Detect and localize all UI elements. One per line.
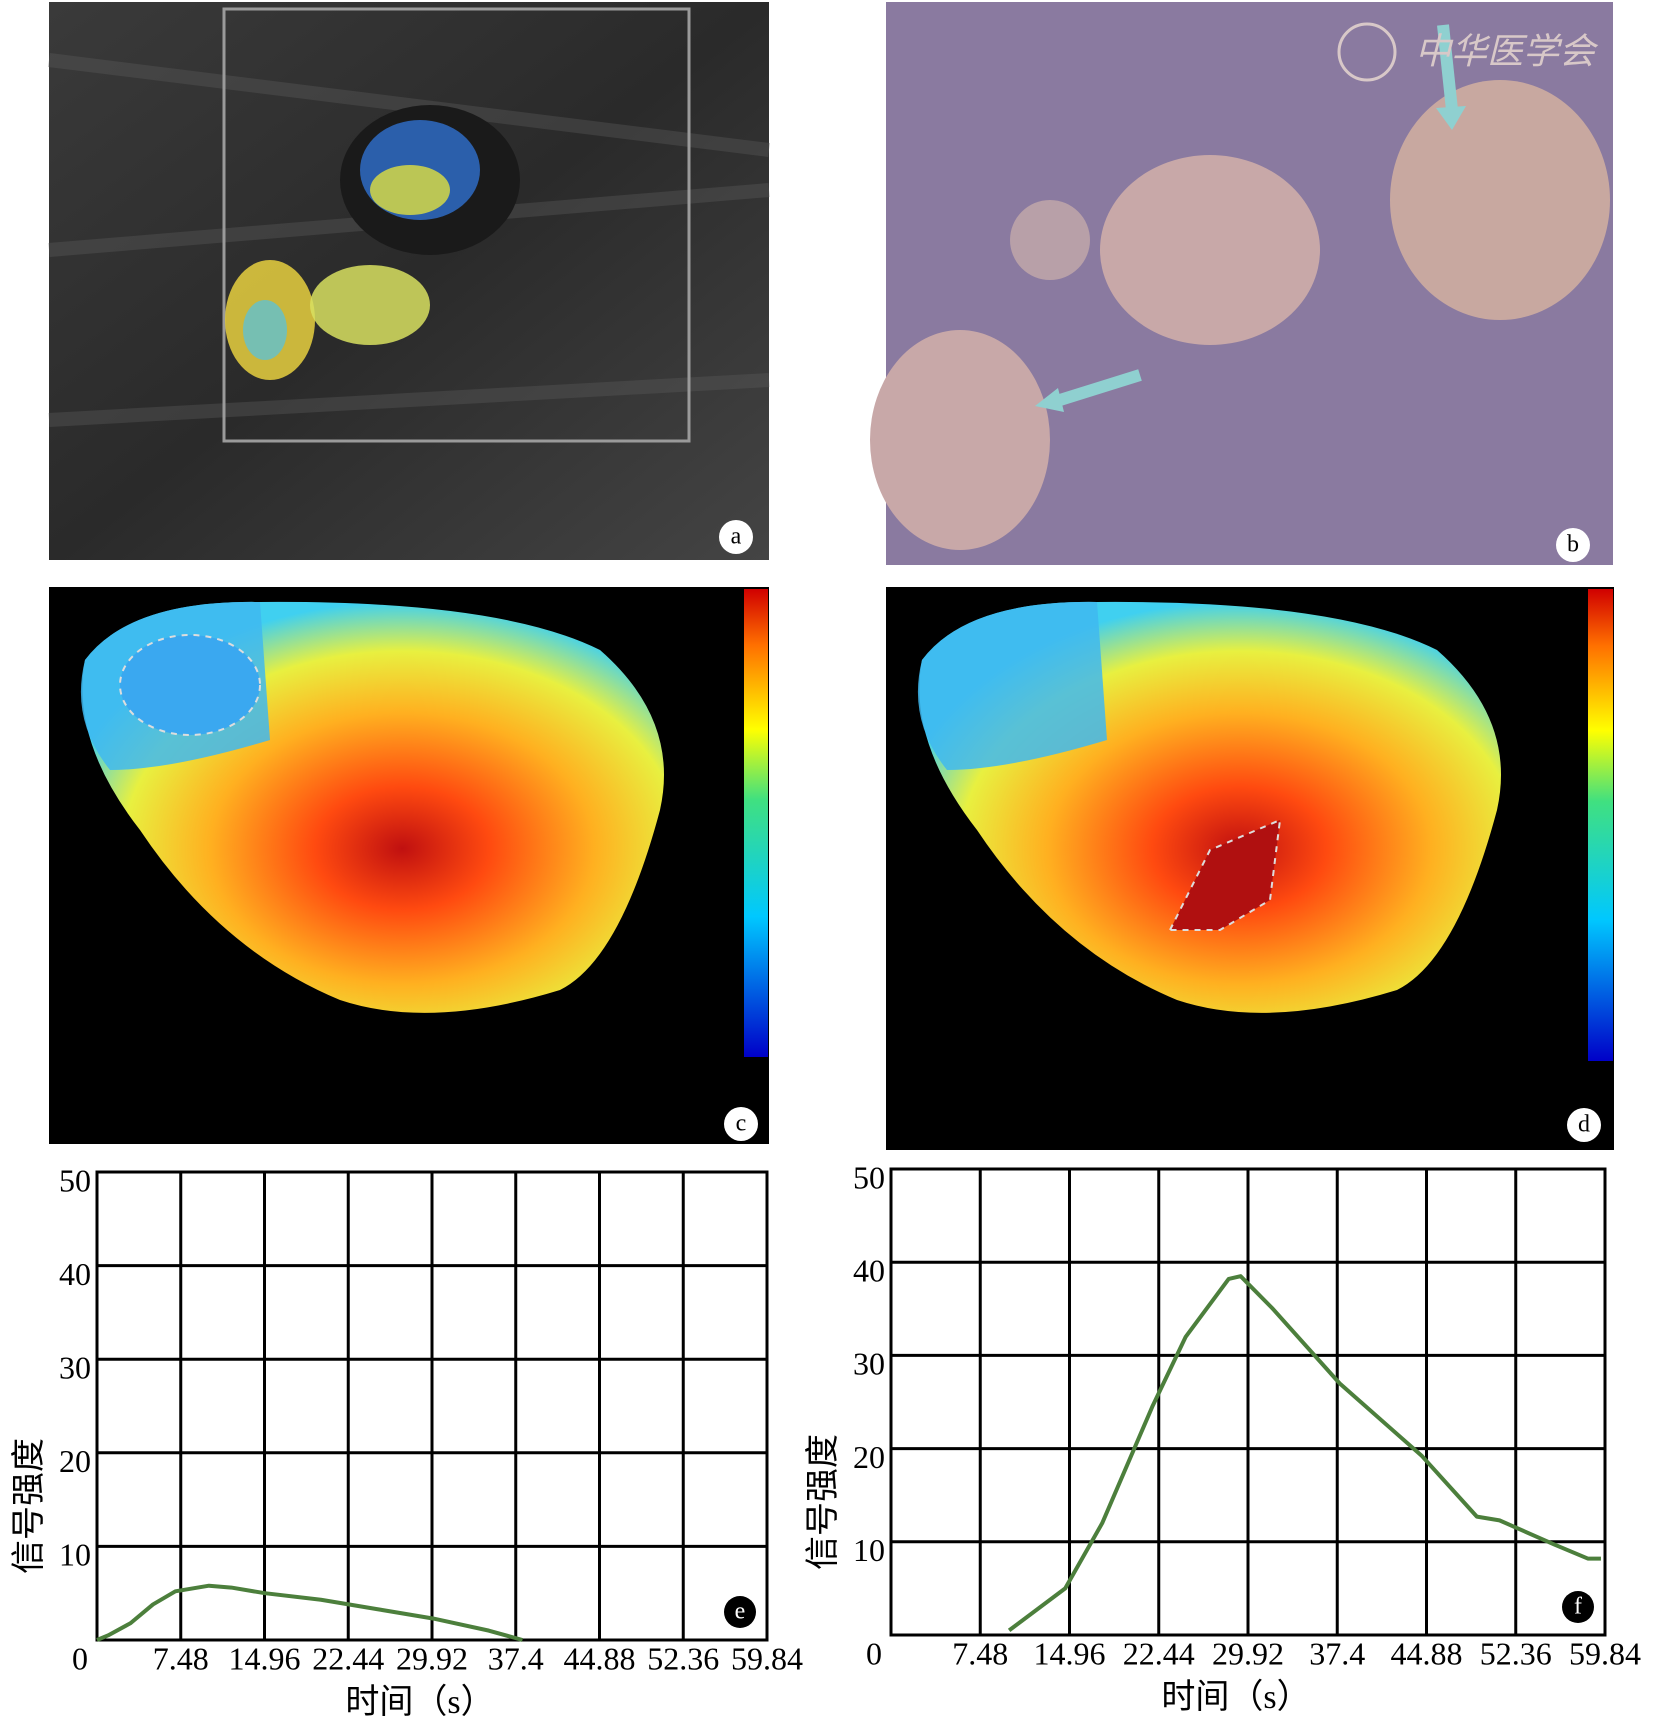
y-tick-label: 30 [853,1346,885,1382]
x-tick-label: 22.44 [312,1640,384,1676]
watermark: 中华医学会 [1415,31,1599,71]
y-axis-title: 信号强度 [804,1434,842,1570]
panel-label-badge [1556,528,1590,562]
x-tick-label: 14.96 [229,1640,301,1676]
x-tick-label: 7.48 [952,1635,1008,1671]
x-tick-label: 29.92 [396,1640,468,1676]
x-tick-label: 0 [72,1640,88,1676]
data-line [1007,1274,1601,1632]
x-tick-label: 22.44 [1123,1635,1195,1671]
y-tick-label: 10 [853,1532,885,1568]
x-tick-label: 52.36 [1480,1635,1552,1671]
y-tick-label: 40 [853,1253,885,1289]
y-tick-label: 20 [853,1439,885,1475]
panel-label: b [1567,532,1579,558]
x-axis-title: 时间（s） [1161,1678,1310,1716]
x-tick-label: 7.48 [153,1640,209,1676]
panel-label-badge [1567,1108,1601,1142]
y-tick-label: 20 [59,1443,91,1479]
x-tick-label: 59.84 [1569,1635,1641,1671]
panel-label-badge [724,1107,758,1141]
panel-label: c [736,1111,747,1137]
x-tick-label: 44.88 [1391,1635,1463,1671]
panel-label: a [731,524,742,550]
x-tick-label: 0 [866,1635,882,1671]
x-tick-label: 44.88 [564,1640,636,1676]
panel-label: f [1574,1594,1582,1620]
x-tick-label: 37.4 [1309,1635,1365,1671]
panel-label-badge [1562,1591,1594,1623]
y-tick-label: 50 [59,1162,91,1198]
y-tick-label: 50 [853,1159,885,1195]
x-tick-label: 52.36 [647,1640,719,1676]
panel-d-image [886,587,1614,1150]
panel-c-image [49,587,769,1144]
panel-a-image [48,2,770,560]
y-tick-label: 10 [59,1537,91,1573]
data-line [96,1583,524,1642]
panel-label-badge [724,1596,756,1628]
y-axis-title: 信号强度 [10,1438,48,1574]
panel-label: e [735,1599,746,1625]
x-tick-label: 14.96 [1034,1635,1106,1671]
panel-label: d [1578,1112,1590,1138]
x-tick-label: 37.4 [488,1640,544,1676]
panel-label-badge [719,520,753,554]
x-axis-title: 时间（s） [345,1683,494,1721]
panel-b-image [870,2,1613,565]
y-tick-label: 40 [59,1256,91,1292]
x-tick-label: 29.92 [1212,1635,1284,1671]
y-tick-label: 30 [59,1350,91,1386]
x-tick-label: 59.84 [731,1640,803,1676]
